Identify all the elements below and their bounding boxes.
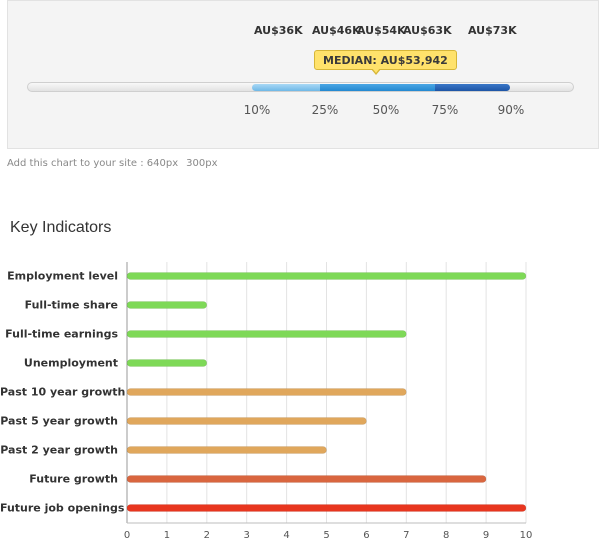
- indicator-label: Future job openings: [0, 501, 125, 515]
- percentile-label-90: 90%: [497, 103, 525, 117]
- indicator-label: Past 5 year growth: [0, 414, 118, 428]
- indicator-label: Past 10 year growth: [0, 385, 126, 399]
- indicator-label: Full-time share: [24, 298, 118, 312]
- range-segment-p25-p75: [320, 84, 435, 91]
- indicator-bar: [126, 446, 327, 454]
- x-tick-label: 2: [204, 530, 210, 540]
- indicator-bar: [126, 330, 407, 338]
- salary-label-p90: AU$73K: [468, 24, 517, 37]
- salary-label-p10: AU$36K: [254, 24, 303, 37]
- indicator-bar: [126, 475, 487, 483]
- embed-chart-text-640[interactable]: Add this chart to your site : 640px: [7, 158, 179, 169]
- percentile-label-50: 50%: [372, 103, 400, 117]
- salary-label-p75: AU$63K: [403, 24, 452, 37]
- range-segment-p10-p25: [252, 84, 320, 91]
- key-indicators-title: Key Indicators: [10, 219, 112, 236]
- indicator-bar: [126, 417, 367, 425]
- percentile-label-75: 75%: [431, 103, 459, 117]
- x-tick-label: 1: [164, 530, 170, 540]
- indicator-label: Future growth: [29, 472, 118, 486]
- indicator-bar: [126, 272, 527, 280]
- x-tick-label: 7: [403, 530, 409, 540]
- embed-chart-row: Add this chart to your site : 640px 300px: [7, 158, 226, 169]
- indicator-label: Unemployment: [23, 356, 118, 370]
- indicator-bar: [126, 388, 407, 396]
- percentile-label-10: 10%: [243, 103, 271, 117]
- salary-range-panel: [7, 0, 599, 149]
- x-tick-label: 0: [124, 530, 130, 540]
- indicator-bar: [126, 301, 208, 309]
- x-tick-label: 3: [244, 530, 250, 540]
- x-tick-label: 10: [520, 530, 533, 540]
- indicator-label: Full-time earnings: [5, 327, 118, 341]
- x-tick-label: 5: [323, 530, 329, 540]
- x-tick-label: 6: [363, 530, 369, 540]
- x-tick-label: 8: [443, 530, 449, 540]
- embed-chart-size-300[interactable]: 300px: [186, 158, 218, 169]
- percentile-label-25: 25%: [311, 103, 339, 117]
- x-tick-label: 9: [483, 530, 489, 540]
- indicator-bar: [126, 504, 527, 512]
- median-pointer-fill: [372, 68, 380, 73]
- salary-label-p50: AU$54K: [357, 24, 406, 37]
- range-segment-p75-p90: [435, 84, 510, 91]
- indicator-bar: [126, 359, 208, 367]
- x-tick-label: 4: [283, 530, 289, 540]
- indicator-label: Employment level: [7, 269, 118, 283]
- salary-label-p25: AU$46K: [312, 24, 361, 37]
- indicator-label: Past 2 year growth: [0, 443, 118, 457]
- median-badge: MEDIAN: AU$53,942: [314, 50, 457, 70]
